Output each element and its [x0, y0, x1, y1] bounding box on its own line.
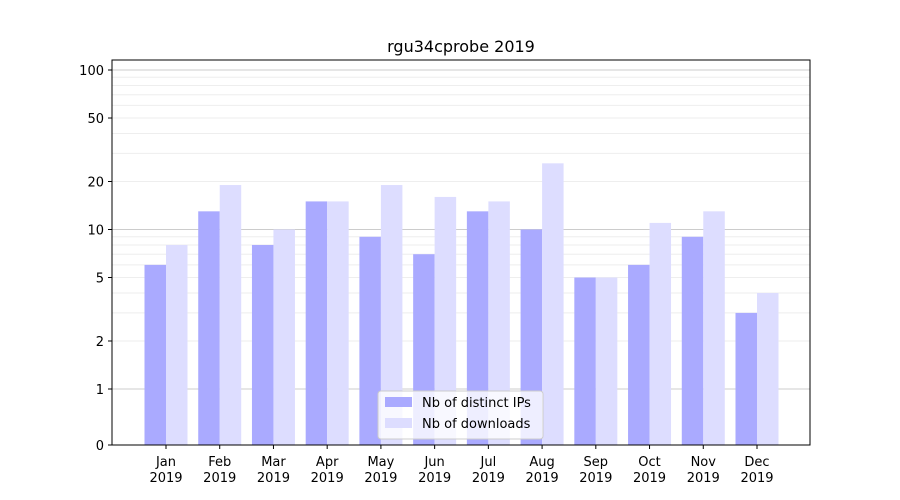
bar [574, 277, 596, 445]
y-tick-label: 5 [96, 272, 104, 287]
bar [542, 163, 564, 445]
bar [466, 211, 489, 445]
x-tick-label: Feb [208, 455, 231, 470]
x-tick-label: Jun [423, 455, 444, 470]
x-tick-label: Nov [691, 455, 717, 470]
x-tick-sublabel: 2019 [311, 471, 344, 486]
x-tick-label: May [367, 455, 394, 470]
bar [628, 264, 650, 445]
bar [305, 201, 328, 445]
bar [359, 236, 381, 445]
x-tick-sublabel: 2019 [418, 471, 451, 486]
x-tick-label: Aug [529, 455, 554, 470]
y-tick-label: 50 [87, 112, 104, 127]
legend-swatch [385, 397, 412, 407]
x-tick-label: Apr [316, 455, 339, 470]
y-tick-label: 100 [79, 64, 104, 79]
x-tick-label: Mar [261, 455, 286, 470]
x-tick-sublabel: 2019 [364, 471, 397, 486]
bar [735, 312, 757, 445]
legend-label: Nb of downloads [422, 417, 531, 432]
y-axis: 0 1 2 5 10 20 50 100 [79, 64, 112, 454]
x-tick-sublabel: 2019 [687, 471, 720, 486]
x-tick-sublabel: 2019 [526, 471, 559, 486]
x-tick-sublabel: 2019 [257, 471, 290, 486]
bar [595, 277, 618, 445]
x-tick-sublabel: 2019 [740, 471, 773, 486]
bars [144, 163, 779, 445]
bar [703, 211, 725, 445]
legend-box [377, 390, 544, 440]
y-tick-label: 20 [87, 175, 104, 190]
plot-frame [111, 59, 811, 446]
x-tick-sublabel: 2019 [203, 471, 236, 486]
chart-title: rgu34cprobe 2019 [387, 37, 535, 56]
bar [166, 244, 188, 445]
bar [198, 211, 220, 445]
bar [649, 222, 672, 445]
x-tick-label: Jan [155, 455, 176, 470]
x-axis: Jan2019Feb2019Mar2019Apr2019May2019Jun20… [149, 445, 774, 486]
bar [327, 201, 349, 445]
bar [681, 236, 704, 445]
x-tick-label: Jul [480, 455, 497, 470]
x-tick-sublabel: 2019 [633, 471, 666, 486]
y-tick-label: 1 [96, 383, 104, 398]
bar [488, 201, 510, 445]
bar [144, 264, 166, 445]
x-tick-label: Dec [744, 455, 769, 470]
y-tick-label: 10 [87, 224, 104, 239]
y-tick-label: 0 [96, 439, 104, 454]
x-tick-label: Oct [638, 455, 660, 470]
x-tick-label: Sep [584, 455, 609, 470]
legend: Nb of distinct IPs Nb of downloads [377, 390, 544, 440]
x-tick-sublabel: 2019 [579, 471, 612, 486]
x-tick-sublabel: 2019 [149, 471, 182, 486]
bar [380, 185, 403, 445]
x-tick-sublabel: 2019 [472, 471, 505, 486]
bar [273, 229, 295, 445]
y-tick-label: 2 [96, 335, 104, 350]
legend-swatch [385, 418, 412, 428]
legend-label: Nb of distinct IPs [422, 396, 531, 411]
bar [219, 185, 242, 445]
bar [251, 244, 274, 445]
bar [757, 292, 779, 445]
bar [434, 196, 457, 445]
